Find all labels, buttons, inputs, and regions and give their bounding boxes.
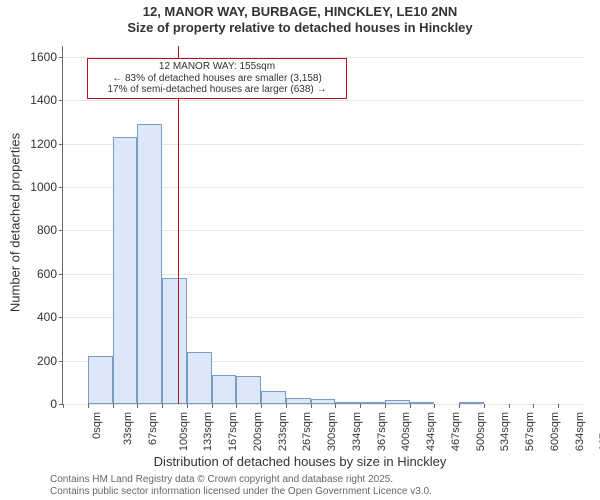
x-tick — [261, 404, 262, 408]
x-tick — [410, 404, 411, 408]
histogram-bar — [335, 402, 360, 404]
x-tick — [162, 404, 163, 408]
x-tick-label: 400sqm — [401, 412, 413, 451]
x-tick — [286, 404, 287, 408]
x-tick — [137, 404, 138, 408]
x-tick-label: 367sqm — [376, 412, 388, 451]
annot-line2: ← 83% of detached houses are smaller (3,… — [112, 73, 322, 84]
y-tick — [59, 57, 63, 58]
histogram-bar — [212, 375, 237, 404]
y-tick — [59, 187, 63, 188]
x-tick-label: 200sqm — [252, 412, 264, 451]
x-tick-label: 634sqm — [574, 412, 586, 451]
y-tick-label: 0 — [19, 397, 57, 411]
histogram-bar — [410, 402, 435, 404]
annot-line3: 17% of semi-detached houses are larger (… — [107, 84, 326, 95]
x-tick — [509, 404, 510, 408]
y-tick-label: 400 — [19, 310, 57, 324]
x-tick — [558, 404, 559, 408]
x-tick — [459, 404, 460, 408]
footer-line2: Contains public sector information licen… — [50, 486, 432, 497]
x-tick — [484, 404, 485, 408]
histogram-bar — [236, 376, 261, 404]
x-tick — [360, 404, 361, 408]
x-tick — [113, 404, 114, 408]
x-tick-label: 434sqm — [425, 412, 437, 451]
x-tick-label: 534sqm — [500, 412, 512, 451]
x-tick-label: 67sqm — [147, 412, 159, 445]
histogram-bar — [261, 391, 286, 404]
histogram-bar — [113, 137, 138, 404]
y-gridline — [63, 404, 583, 405]
x-tick-label: 334sqm — [351, 412, 363, 451]
y-tick-label: 1000 — [19, 180, 57, 194]
histogram-bar — [385, 400, 410, 404]
x-tick-label: 500sqm — [475, 412, 487, 451]
histogram-bar — [88, 356, 113, 404]
x-axis-label: Distribution of detached houses by size … — [0, 454, 600, 469]
y-tick — [59, 144, 63, 145]
x-tick — [311, 404, 312, 408]
x-tick — [63, 404, 64, 408]
footer-attribution: Contains HM Land Registry data © Crown c… — [50, 474, 432, 498]
x-tick — [434, 404, 435, 408]
y-tick-label: 200 — [19, 354, 57, 368]
y-tick-label: 1200 — [19, 137, 57, 151]
x-tick — [212, 404, 213, 408]
y-tick — [59, 274, 63, 275]
y-tick — [59, 361, 63, 362]
annot-line1: 12 MANOR WAY: 155sqm — [159, 61, 275, 72]
reference-annotation-box: 12 MANOR WAY: 155sqm ← 83% of detached h… — [87, 58, 347, 99]
x-tick — [385, 404, 386, 408]
chart-title: 12, MANOR WAY, BURBAGE, HINCKLEY, LE10 2… — [0, 4, 600, 35]
histogram-bar — [311, 399, 336, 404]
plot-area: 12 MANOR WAY: 155sqm ← 83% of detached h… — [62, 46, 583, 405]
y-gridline — [63, 100, 583, 101]
x-tick — [533, 404, 534, 408]
x-tick — [187, 404, 188, 408]
x-tick-label: 100sqm — [178, 412, 190, 451]
x-tick-label: 33sqm — [122, 412, 134, 445]
y-tick-label: 1600 — [19, 50, 57, 64]
x-tick-label: 467sqm — [450, 412, 462, 451]
y-tick — [59, 230, 63, 231]
x-tick-label: 167sqm — [227, 412, 239, 451]
x-tick-label: 600sqm — [549, 412, 561, 451]
title-line1: 12, MANOR WAY, BURBAGE, HINCKLEY, LE10 2… — [143, 4, 457, 19]
histogram-bar — [286, 398, 311, 405]
y-tick-label: 800 — [19, 223, 57, 237]
x-tick — [88, 404, 89, 408]
reference-line — [178, 46, 179, 404]
histogram-bar — [187, 352, 212, 404]
y-tick — [59, 317, 63, 318]
y-tick-label: 600 — [19, 267, 57, 281]
x-tick-label: 567sqm — [524, 412, 536, 451]
title-line2: Size of property relative to detached ho… — [127, 20, 472, 35]
footer-line1: Contains HM Land Registry data © Crown c… — [50, 474, 393, 485]
y-tick — [59, 100, 63, 101]
histogram-bar — [459, 402, 484, 404]
x-tick-label: 267sqm — [301, 412, 313, 451]
y-tick-label: 1400 — [19, 93, 57, 107]
x-tick — [335, 404, 336, 408]
x-tick-label: 233sqm — [277, 412, 289, 451]
x-tick-label: 300sqm — [326, 412, 338, 451]
y-axis-label: Number of detached properties — [8, 73, 23, 373]
histogram-bar — [360, 402, 385, 404]
x-tick — [236, 404, 237, 408]
histogram-bar — [162, 278, 187, 404]
x-tick-label: 133sqm — [202, 412, 214, 451]
x-tick-label: 0sqm — [91, 412, 103, 439]
histogram-bar — [137, 124, 162, 404]
